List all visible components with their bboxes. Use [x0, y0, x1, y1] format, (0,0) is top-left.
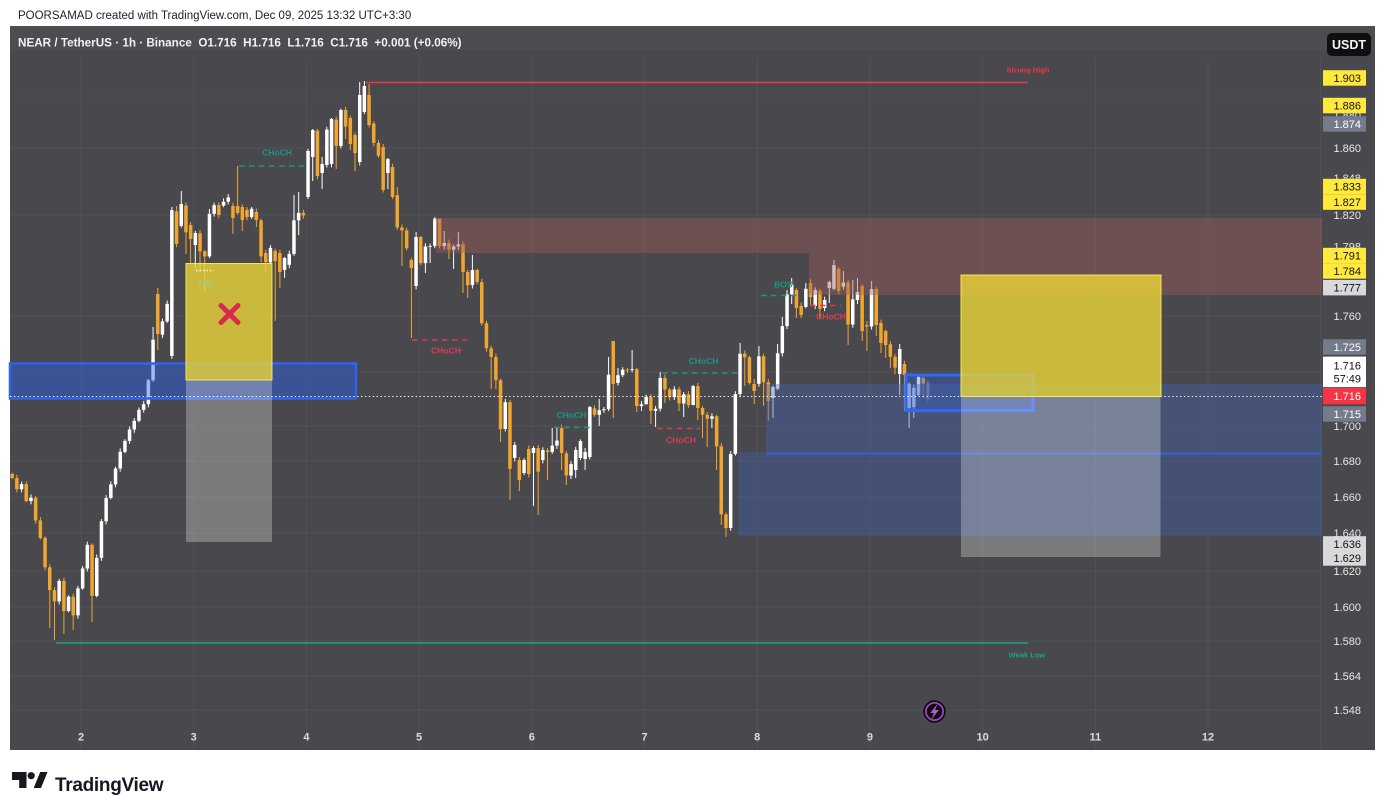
svg-text:11: 11 [1089, 732, 1101, 744]
svg-text:POORSAMAD created with Trading: POORSAMAD created with TradingView.com, … [18, 10, 411, 22]
svg-text:6: 6 [529, 732, 535, 744]
svg-text:Strong High: Strong High [1007, 66, 1050, 75]
svg-text:1.660: 1.660 [1333, 492, 1361, 504]
svg-text:1.874: 1.874 [1333, 119, 1361, 131]
svg-text:1.600: 1.600 [1333, 602, 1361, 614]
svg-text:2: 2 [78, 732, 84, 744]
svg-text:1.860: 1.860 [1333, 143, 1361, 155]
svg-text:8: 8 [754, 732, 760, 744]
svg-text:TradingView: TradingView [55, 775, 164, 796]
svg-text:1.700: 1.700 [1333, 421, 1361, 433]
svg-text:EQL: EQL [198, 278, 214, 287]
svg-text:NEAR / TetherUS · 1h · Binance: NEAR / TetherUS · 1h · Binance O1.716 H1… [18, 37, 462, 50]
svg-text:10: 10 [976, 732, 988, 744]
svg-text:1.716: 1.716 [1333, 360, 1361, 372]
svg-text:57:49: 57:49 [1333, 374, 1361, 386]
svg-text:1.725: 1.725 [1333, 342, 1361, 354]
svg-text:3: 3 [191, 732, 197, 744]
svg-text:1.784: 1.784 [1333, 266, 1361, 278]
svg-text:1.820: 1.820 [1333, 210, 1361, 222]
svg-text:1.564: 1.564 [1333, 671, 1361, 683]
svg-text:CHoCH: CHoCH [689, 356, 719, 366]
svg-text:7: 7 [641, 732, 647, 744]
svg-text:1.833: 1.833 [1333, 182, 1361, 194]
svg-text:CHoCH: CHoCH [262, 148, 292, 158]
svg-text:1.777: 1.777 [1333, 283, 1361, 295]
svg-text:1.886: 1.886 [1333, 100, 1361, 112]
svg-text:1.715: 1.715 [1333, 409, 1361, 421]
svg-text:1.629: 1.629 [1333, 553, 1361, 565]
svg-text:1.791: 1.791 [1333, 250, 1361, 262]
svg-text:CHoCH: CHoCH [816, 312, 846, 322]
svg-text:1.636: 1.636 [1333, 539, 1361, 551]
svg-text:1.903: 1.903 [1333, 73, 1361, 85]
svg-text:1.548: 1.548 [1333, 705, 1361, 717]
svg-text:Weak Low: Weak Low [1009, 651, 1046, 660]
svg-text:1.680: 1.680 [1333, 456, 1361, 468]
svg-text:9: 9 [867, 732, 873, 744]
svg-text:5: 5 [416, 732, 422, 744]
svg-text:1.827: 1.827 [1333, 197, 1361, 209]
svg-text:CHoCH: CHoCH [666, 435, 696, 445]
svg-text:CHoCH: CHoCH [431, 346, 461, 356]
svg-text:1.580: 1.580 [1333, 636, 1361, 648]
svg-text:USDT: USDT [1332, 38, 1366, 52]
svg-text:BOS: BOS [774, 280, 793, 290]
svg-text:12: 12 [1202, 732, 1214, 744]
svg-text:1.620: 1.620 [1333, 566, 1361, 578]
svg-text:1.716: 1.716 [1333, 391, 1361, 403]
svg-text:4: 4 [303, 732, 310, 744]
svg-text:CHoCH: CHoCH [557, 410, 587, 420]
svg-text:1.760: 1.760 [1333, 311, 1361, 323]
